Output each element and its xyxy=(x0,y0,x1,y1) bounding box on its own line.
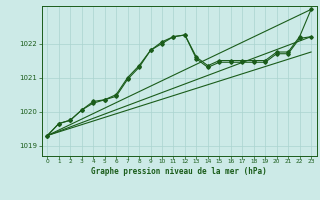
X-axis label: Graphe pression niveau de la mer (hPa): Graphe pression niveau de la mer (hPa) xyxy=(91,167,267,176)
